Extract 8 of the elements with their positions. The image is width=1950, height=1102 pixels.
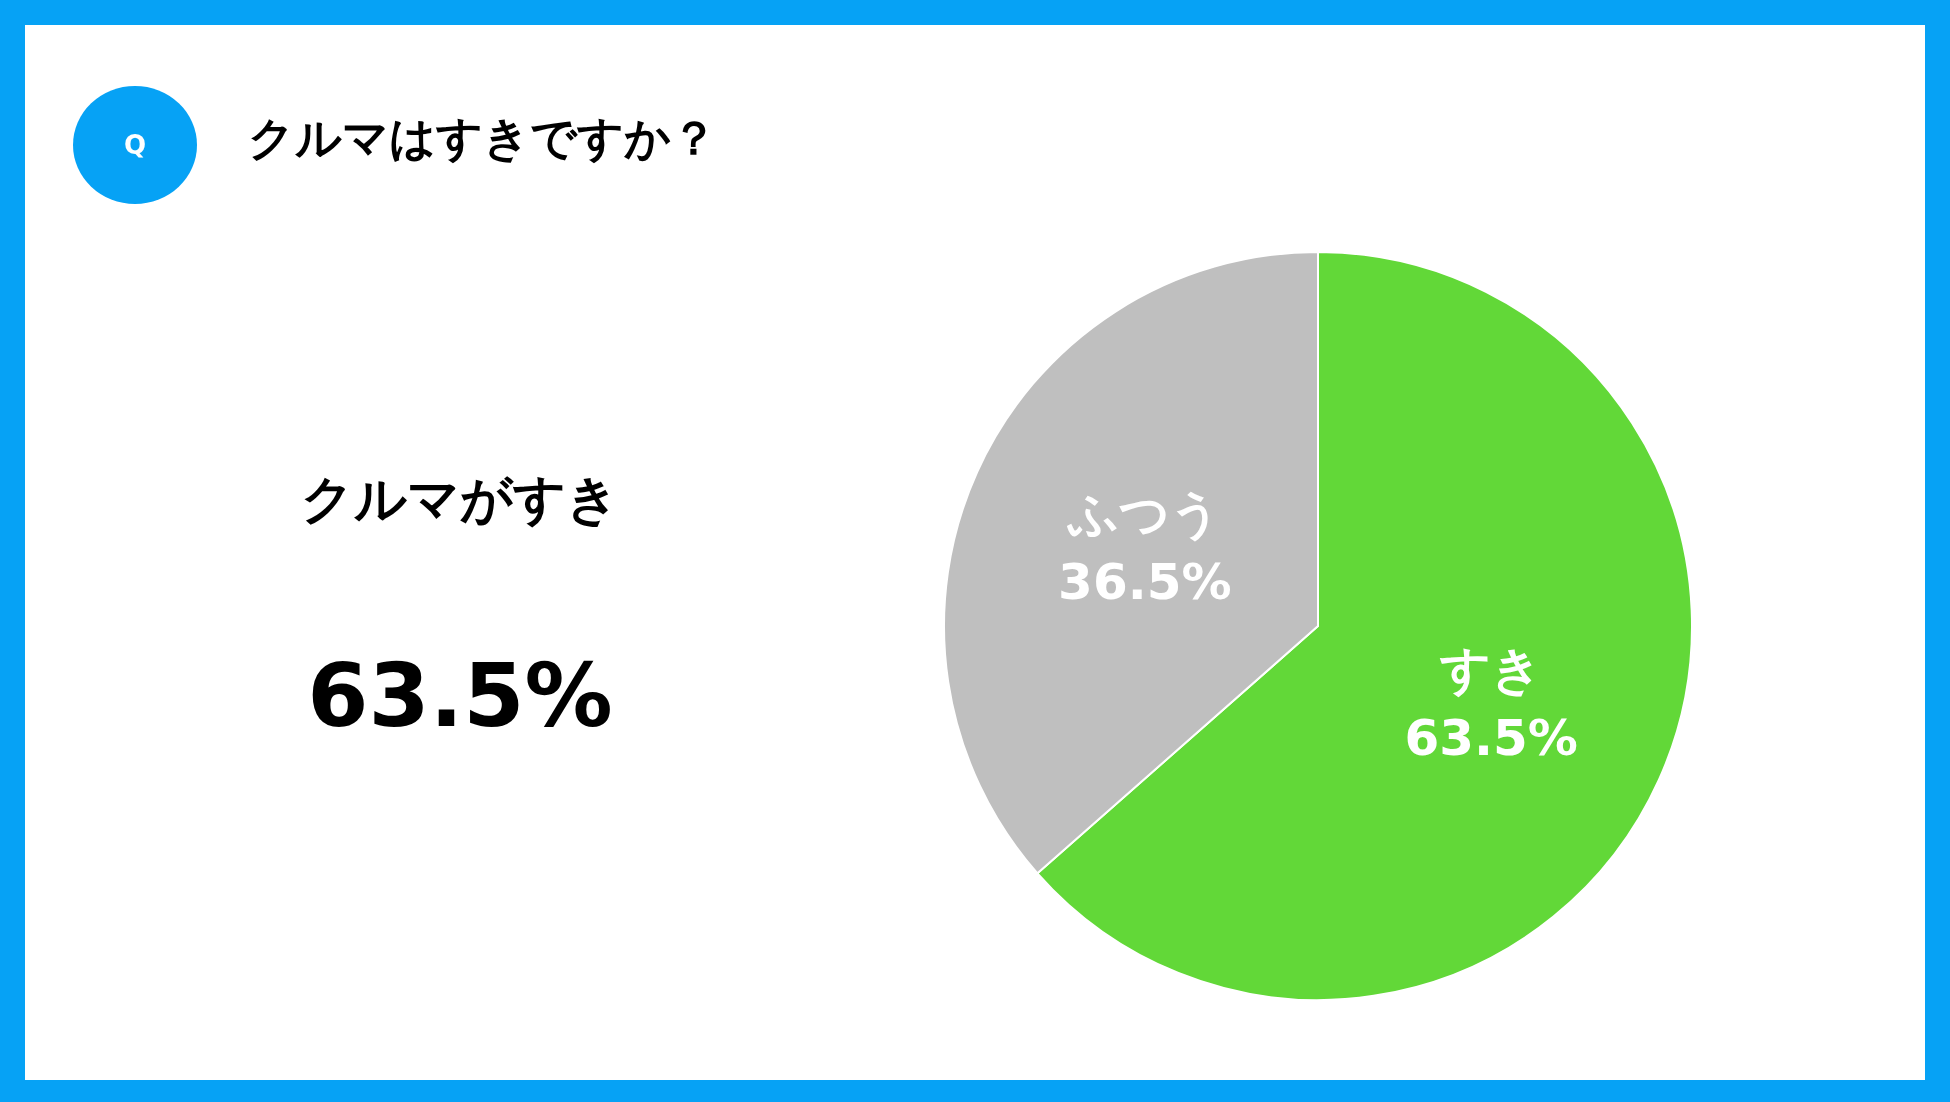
slice-label: すき	[1439, 641, 1543, 700]
text: クルマはすきですか？	[248, 111, 717, 165]
text: クルマがすき	[301, 468, 619, 531]
data-label: 63.5%	[1404, 709, 1578, 768]
slice-label: ふつう	[1066, 484, 1222, 543]
text: Q	[123, 130, 147, 160]
text: 63.5%	[307, 643, 613, 747]
data-label: 36.5%	[1058, 552, 1232, 611]
